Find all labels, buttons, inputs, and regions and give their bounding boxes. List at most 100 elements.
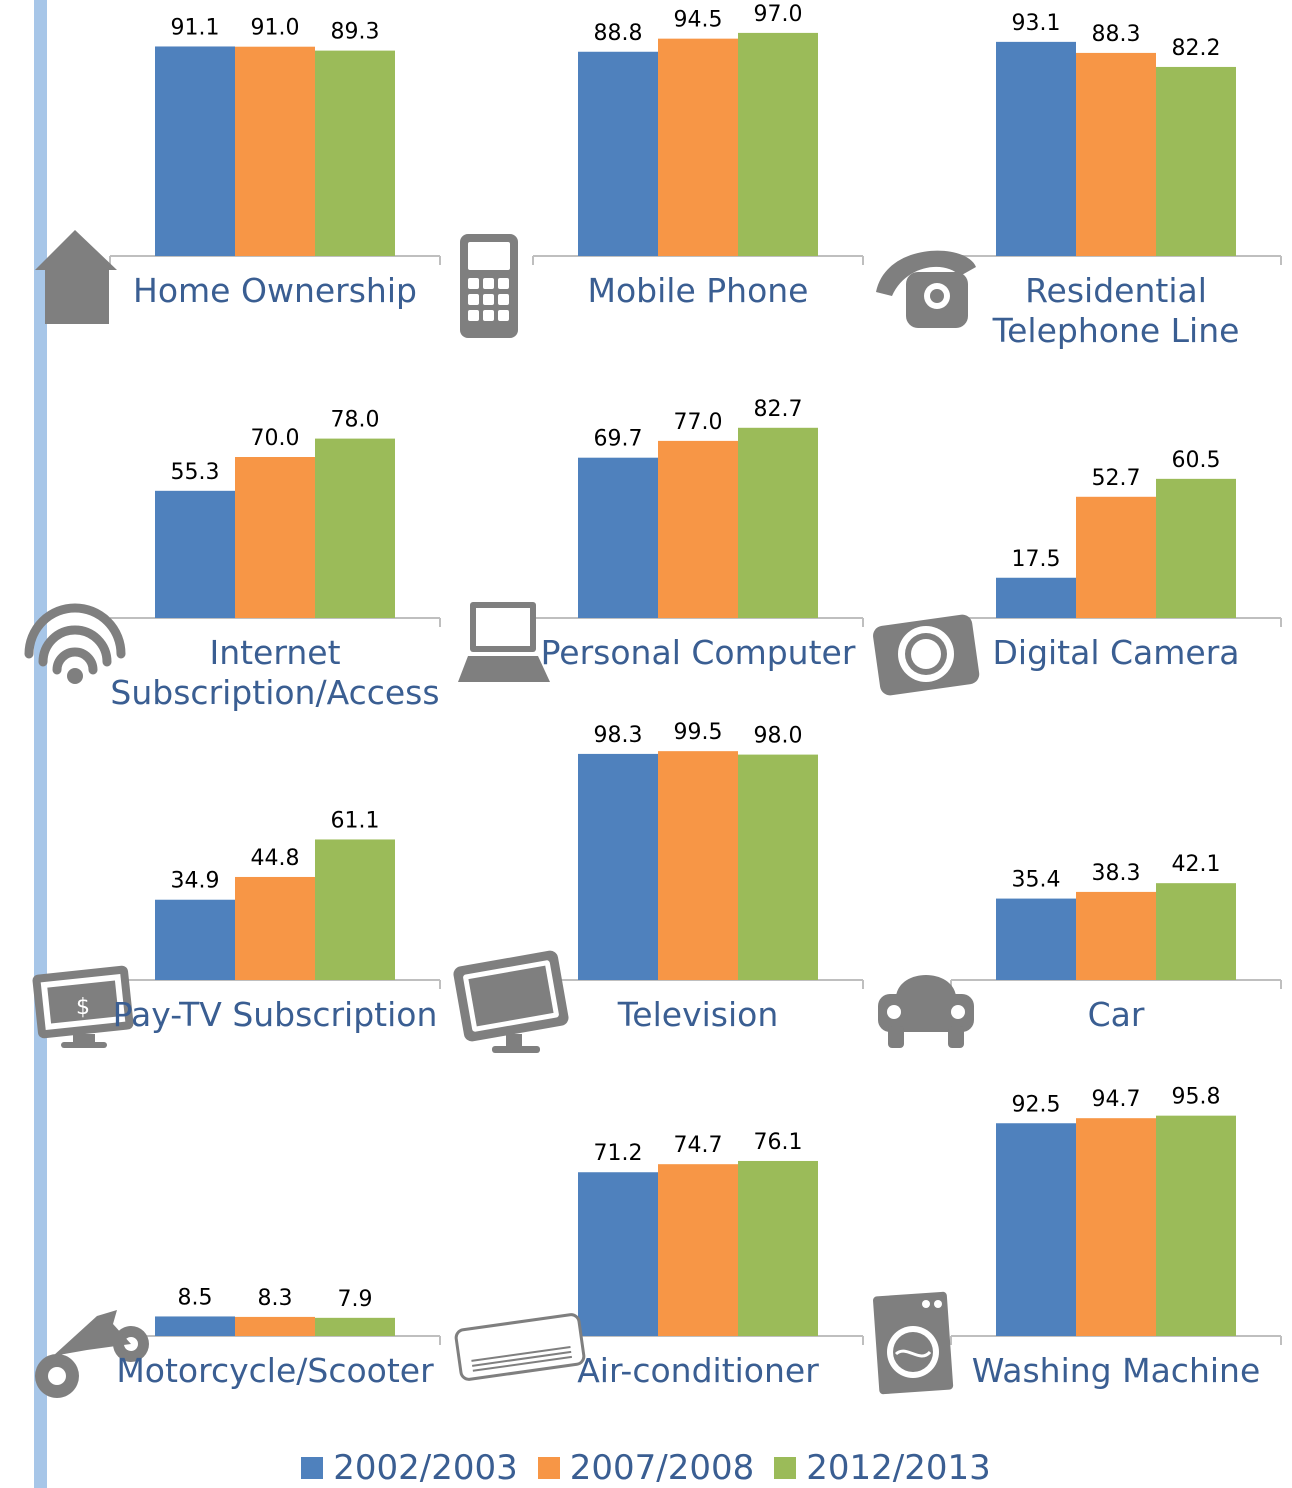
- chart-panel: 17.5 52.7 60.5 Digital Camera: [873, 448, 1282, 696]
- bar: [996, 1123, 1076, 1336]
- bar: [738, 754, 818, 980]
- data-label: 8.3: [258, 1286, 293, 1311]
- data-label: 88.3: [1092, 22, 1141, 47]
- telephone-icon: [876, 250, 976, 328]
- chart-panel: 35.4 38.3 42.1 Car: [878, 852, 1282, 1048]
- legend-item: 2002/2003: [301, 1448, 518, 1488]
- svg-text:$: $: [76, 995, 90, 1020]
- legend-item: 2007/2008: [537, 1448, 755, 1488]
- chart-panel: 92.5 94.7 95.8 Washing Machine: [873, 1085, 1282, 1395]
- legend: 2002/2003 2007/2008 2012/2013: [0, 1448, 1292, 1488]
- data-label: 71.2: [594, 1141, 643, 1166]
- bar: [315, 1317, 395, 1336]
- wifi-icon: [24, 603, 126, 684]
- legend-label: 2012/2013: [806, 1448, 991, 1488]
- bar: [1076, 496, 1156, 618]
- chart-panel: 34.9 44.8 61.1 $ Pay-TV Subscription: [32, 808, 441, 1048]
- bar: [658, 1164, 738, 1336]
- legend-swatch-2002: [301, 1457, 324, 1479]
- bar: [738, 427, 818, 618]
- legend-label: 2002/2003: [333, 1448, 518, 1488]
- bar: [235, 1316, 315, 1336]
- category-label: Washing Machine: [972, 1351, 1261, 1390]
- category-label: Residential: [1025, 271, 1207, 310]
- data-label: 44.8: [251, 846, 300, 871]
- category-label: Digital Camera: [992, 633, 1239, 672]
- category-label: Motorcycle/Scooter: [116, 1351, 434, 1390]
- bar: [155, 1316, 235, 1336]
- data-label: 95.8: [1172, 1085, 1221, 1110]
- data-label: 91.1: [171, 15, 220, 40]
- bar: [578, 1172, 658, 1336]
- chart-panel: 69.7 77.0 82.7 Personal Computer: [458, 397, 864, 682]
- data-label: 78.0: [331, 408, 380, 433]
- car-icon: [878, 975, 974, 1048]
- bar: [658, 751, 738, 980]
- bar: [1156, 478, 1236, 618]
- air-conditioner-icon: [454, 1313, 586, 1381]
- category-label: Internet: [209, 633, 340, 672]
- category-label: Subscription/Access: [110, 673, 439, 712]
- data-label: 38.3: [1092, 861, 1141, 886]
- category-label: Telephone Line: [992, 311, 1240, 350]
- bar: [315, 50, 395, 256]
- data-label: 76.1: [754, 1130, 803, 1155]
- data-label: 94.7: [1092, 1087, 1141, 1112]
- bar: [1076, 891, 1156, 980]
- legend-item: 2012/2013: [774, 1448, 991, 1488]
- bar: [996, 898, 1076, 980]
- data-label: 93.1: [1012, 11, 1061, 36]
- category-label: Personal Computer: [541, 633, 856, 672]
- bar: [738, 1160, 818, 1336]
- legend-label: 2007/2008: [569, 1448, 755, 1488]
- left-accent-bar: [34, 0, 47, 1488]
- legend-swatch-2007: [537, 1457, 560, 1479]
- bar: [578, 753, 658, 980]
- bar: [658, 440, 738, 618]
- bar: [155, 46, 235, 256]
- bar: [315, 438, 395, 618]
- bar: [658, 38, 738, 257]
- data-label: 60.5: [1172, 448, 1221, 473]
- data-label: 82.2: [1172, 36, 1221, 61]
- data-label: 7.9: [338, 1287, 373, 1312]
- bar: [1156, 66, 1236, 256]
- data-label: 42.1: [1172, 852, 1221, 877]
- data-label: 70.0: [251, 426, 300, 451]
- category-label: Television: [617, 995, 779, 1034]
- data-label: 99.5: [674, 720, 723, 745]
- legend-swatch-2012: [774, 1457, 797, 1479]
- data-label: 74.7: [674, 1133, 723, 1158]
- bar: [235, 457, 315, 618]
- category-label: Home Ownership: [133, 271, 417, 310]
- data-label: 69.7: [594, 427, 643, 452]
- chart-panel: 91.1 91.0 89.3 Home Ownership: [35, 15, 441, 324]
- bar: [1076, 52, 1156, 256]
- bar: [235, 46, 315, 257]
- category-label: Air-conditioner: [577, 1351, 819, 1390]
- bar: [738, 32, 818, 257]
- category-label: Mobile Phone: [588, 271, 809, 310]
- chart-panel: 98.3 99.5 98.0 Television: [453, 720, 864, 1053]
- category-label: Pay-TV Subscription: [113, 995, 438, 1034]
- mobile-phone-icon: [460, 234, 518, 338]
- pay-tv-icon: $: [32, 965, 134, 1048]
- bar: [578, 457, 658, 618]
- data-label: 8.5: [178, 1285, 213, 1310]
- data-label: 35.4: [1012, 868, 1061, 893]
- bar: [235, 876, 315, 980]
- data-label: 92.5: [1012, 1092, 1061, 1117]
- data-label: 52.7: [1092, 466, 1141, 491]
- data-label: 89.3: [331, 20, 380, 45]
- data-label: 98.0: [754, 724, 803, 749]
- data-label: 77.0: [674, 410, 723, 435]
- category-label: Car: [1088, 995, 1145, 1034]
- data-label: 91.0: [251, 16, 300, 41]
- chart-panel: 71.2 74.7 76.1 Air-conditioner: [454, 1130, 864, 1390]
- television-icon: [453, 950, 569, 1053]
- chart-panel: 88.8 94.5 97.0 Mobile Phone: [460, 2, 864, 338]
- bar: [1156, 1115, 1236, 1336]
- data-label: 98.3: [594, 723, 643, 748]
